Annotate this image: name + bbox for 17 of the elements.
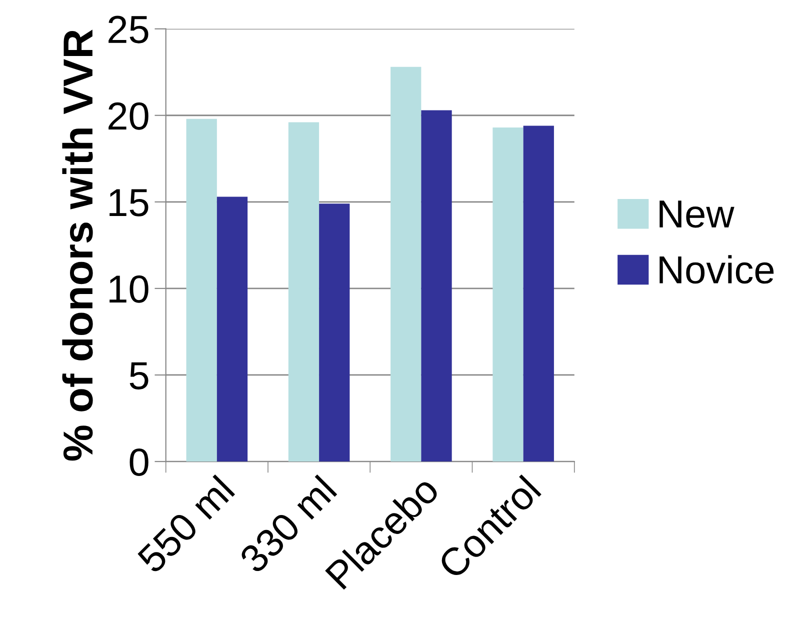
y-tick-label: 0 (130, 448, 148, 476)
y-tick-label: 5 (130, 362, 148, 390)
legend-label: New (660, 200, 734, 228)
y-tick-label: 10 (110, 275, 148, 303)
bar (288, 122, 320, 462)
y-tick-label: 20 (108, 102, 148, 130)
bar (216, 196, 248, 462)
legend-label: Novice (660, 255, 774, 284)
y-tick-label: 15 (110, 189, 148, 216)
y-tick-label: 25 (108, 16, 148, 44)
bar (523, 126, 554, 462)
bar (319, 204, 350, 462)
bar (492, 127, 524, 462)
bar (186, 118, 217, 462)
bar (390, 66, 422, 462)
y-axis-title: % of donors with VVR (62, 30, 93, 461)
bar (421, 110, 452, 462)
